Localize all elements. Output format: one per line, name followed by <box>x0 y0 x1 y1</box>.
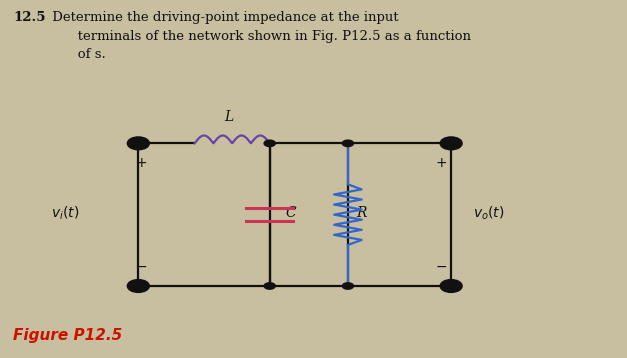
Text: $v_i(t)$: $v_i(t)$ <box>51 204 79 222</box>
Circle shape <box>441 137 461 149</box>
Text: L: L <box>224 110 234 124</box>
Circle shape <box>128 137 149 149</box>
Text: +: + <box>436 156 448 170</box>
Text: −: − <box>135 259 147 274</box>
Text: Determine the driving-point impedance at the input
       terminals of the netwo: Determine the driving-point impedance at… <box>48 11 471 61</box>
Text: 12.5: 12.5 <box>13 11 46 24</box>
Text: $v_o(t)$: $v_o(t)$ <box>473 204 505 222</box>
Text: −: − <box>436 259 448 274</box>
Text: Figure P12.5: Figure P12.5 <box>13 328 122 343</box>
Text: R: R <box>356 206 367 220</box>
Circle shape <box>342 283 354 289</box>
Circle shape <box>441 280 461 292</box>
Circle shape <box>128 280 149 292</box>
Circle shape <box>264 140 275 146</box>
Text: C: C <box>285 206 296 220</box>
Text: +: + <box>135 156 147 170</box>
Circle shape <box>342 140 354 146</box>
Circle shape <box>264 283 275 289</box>
